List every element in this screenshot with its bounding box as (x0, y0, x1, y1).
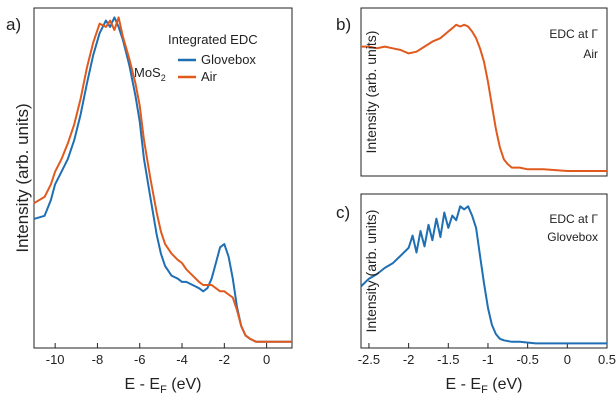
y-axis-label-a: Intensity (arb. units) (13, 103, 32, 252)
annotation-b-line2: Air (583, 47, 598, 61)
x-axis-label-c-main: E - E (446, 376, 482, 393)
plot-frame-c (360, 193, 608, 349)
series-line-a-air (33, 16, 292, 343)
series-lines-a (33, 16, 292, 343)
x-axis-label-c-sub: F (481, 384, 488, 394)
legend-label-air: Air (201, 69, 218, 84)
panel-label-c: c) (336, 203, 350, 222)
legend: Glovebox Air (178, 52, 256, 84)
x-tick-label-a: -6 (134, 352, 146, 367)
annotation-b-line1: EDC at Γ (549, 27, 598, 41)
x-tick-label-a: -10 (46, 352, 65, 367)
x-axis-label-a-main: E - E (125, 376, 161, 393)
annotation-c-line1: EDC at Γ (549, 212, 598, 226)
panel-label-b: b) (336, 15, 351, 34)
annotation-c-line2: Glovebox (547, 230, 598, 244)
x-tick-label-a: 0 (263, 352, 270, 367)
x-tick-label-c: -1 (482, 352, 494, 367)
x-tick-label-a: -8 (92, 352, 104, 367)
series-lines-c (360, 205, 607, 345)
series-line-c-0 (360, 205, 607, 345)
x-tick-label-c: -2.5 (358, 352, 380, 367)
x-ticks-a: -10 -8 -6 -4 -2 0 (46, 343, 270, 367)
x-tick-label-c: -2 (403, 352, 415, 367)
material-label-sub: 2 (161, 73, 166, 83)
series-lines-b (361, 23, 607, 172)
x-tick-label-c: 0 (564, 352, 571, 367)
series-line-b-0 (361, 23, 607, 172)
x-tick-label-a: -4 (176, 352, 188, 367)
plot-frame-b (360, 7, 608, 177)
plot-frame-a (33, 7, 293, 349)
series-line-a-glovebox (33, 16, 292, 343)
panel-a: a) -10 -8 -6 -4 -2 0 Intensity (arb. units) E… (6, 7, 293, 394)
x-tick-label-c: -1.5 (437, 352, 459, 367)
x-tick-label-c: 0.5 (598, 352, 616, 367)
panel-b: b) Intensity (arb. units) EDC at Γ Air (336, 7, 608, 177)
x-axis-label-a: E - EF (eV) (125, 376, 202, 394)
panel-c: c) -2.5 -2 -1.5 -1 -0.5 0 0.5 Intensity (arb. … (336, 193, 616, 394)
x-axis-label-a-sub: F (160, 384, 167, 394)
x-axis-label-c-unit: (eV) (488, 376, 523, 393)
y-axis-label-c: Intensity (arb. units) (363, 210, 379, 333)
x-tick-label-c: -0.5 (516, 352, 538, 367)
legend-title: Integrated EDC (168, 32, 258, 47)
material-label: MoS2 (134, 65, 166, 83)
material-label-main: MoS (134, 65, 161, 80)
legend-label-glovebox: Glovebox (201, 52, 256, 67)
y-axis-label-b: Intensity (arb. units) (363, 31, 379, 154)
x-axis-label-c: E - EF (eV) (446, 376, 523, 394)
x-ticks-c: -2.5 -2 -1.5 -1 -0.5 0 0.5 (358, 343, 616, 367)
x-tick-label-a: -2 (219, 352, 231, 367)
panel-label-a: a) (6, 15, 21, 34)
x-axis-label-a-unit: (eV) (167, 376, 202, 393)
